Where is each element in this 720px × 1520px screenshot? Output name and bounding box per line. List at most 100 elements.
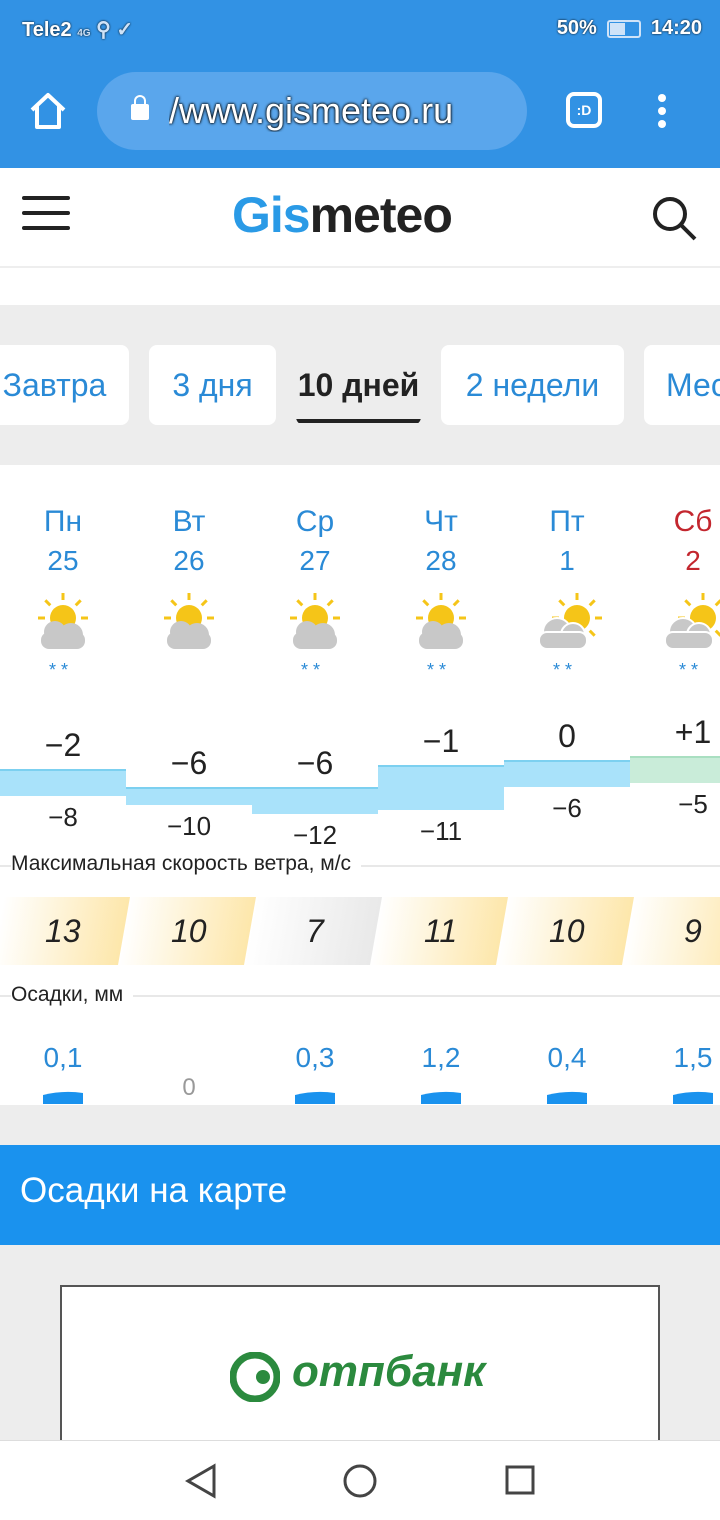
wind-value: 11 [424, 913, 458, 949]
search-icon[interactable] [650, 194, 700, 244]
wind-value: 10 [171, 913, 207, 949]
precip-wave-icon [547, 1091, 587, 1104]
wind-speed: 11 [370, 897, 512, 965]
weather-icon: * * [252, 590, 378, 690]
temp-max: −6 [170, 745, 208, 781]
network-type: 4G [77, 28, 91, 39]
day-name: Пн [43, 505, 83, 538]
otp-logo-icon [230, 1352, 280, 1402]
temperature-bar [252, 787, 378, 814]
day-date: 2 [685, 545, 701, 576]
temp-min: −10 [166, 811, 212, 841]
temp-max: −1 [422, 722, 460, 759]
logo-part: meteo [309, 187, 453, 243]
temp-max: −2 [44, 727, 82, 763]
more-menu-icon[interactable] [658, 94, 668, 133]
lock-icon [131, 95, 149, 120]
home-nav-icon[interactable] [342, 1463, 378, 1499]
day-name: Ср [295, 505, 335, 538]
day-name: Сб [673, 505, 713, 538]
menu-icon[interactable] [22, 196, 70, 241]
temp-min: −6 [552, 793, 582, 823]
temperature-bar [378, 764, 504, 810]
carrier: Tele2 4G ⚲ ✓ [22, 17, 133, 42]
svg-text:* *: * * [427, 660, 446, 680]
precip-value: 1,2 [421, 1042, 461, 1073]
precip-wave-icon [43, 1091, 83, 1104]
android-nav-bar [0, 1440, 720, 1520]
home-icon[interactable] [28, 92, 68, 130]
battery-icon [606, 19, 641, 38]
weather-icon [126, 590, 252, 690]
temp-min: −12 [292, 820, 338, 850]
battery-percent: 50% [556, 17, 597, 39]
precip-value: 1,5 [673, 1042, 713, 1073]
ad-area: отпбанк [0, 1245, 720, 1455]
tab-month[interactable]: Месяц [644, 345, 720, 425]
svg-text:* *: * * [301, 660, 320, 680]
precip-value: 0,4 [547, 1042, 587, 1073]
temp-max: −6 [296, 745, 334, 781]
weather-icon: * * [504, 590, 630, 690]
temperature-bar [504, 760, 630, 787]
precip-map-link[interactable]: Осадки на карте [0, 1145, 720, 1245]
tab-tomorrow[interactable]: Завтра [0, 345, 129, 425]
url-text[interactable]: /www.gismeteo.ru [169, 90, 454, 131]
svg-text:* *: * * [553, 660, 572, 680]
precip-wave-icon [673, 1091, 713, 1104]
tabs-button[interactable]: :D [566, 92, 602, 128]
temp-min: −11 [419, 815, 463, 846]
temperature-bar [126, 787, 252, 805]
weather-icon: * * [630, 590, 720, 690]
logo-part: Gis [232, 187, 311, 243]
logo[interactable]: Gismeteo [232, 186, 453, 244]
temp-max: 0 [558, 718, 576, 754]
carrier-name: Tele2 [22, 19, 72, 41]
temp-min: −5 [678, 788, 708, 819]
back-icon[interactable] [184, 1463, 218, 1499]
precip-value: 0,3 [295, 1042, 335, 1073]
precip-label: Осадки, мм [11, 983, 134, 1007]
recents-icon[interactable] [504, 1463, 536, 1497]
wind-speed: 7 [244, 897, 386, 965]
wind-label: Максимальная скорость ветра, м/с [11, 852, 362, 876]
day-date: 27 [299, 545, 331, 576]
wind-value: 9 [684, 913, 702, 949]
precip-value: 0,1 [43, 1042, 83, 1073]
map-banner-title: Осадки на карте [20, 1171, 288, 1210]
address-bar[interactable]: /www.gismeteo.ru [97, 72, 527, 150]
temperature-bar [630, 755, 720, 783]
wind-value: 13 [45, 913, 81, 949]
period-tabs: Завтра 3 дня 10 дней 2 недели Месяц [0, 305, 720, 465]
wind-speed: 10 [496, 897, 638, 965]
wind-speed: 13 [0, 897, 134, 965]
ad-brand: отпбанк [292, 1347, 486, 1396]
day-date: 28 [425, 545, 457, 576]
day-name: Вт [172, 505, 206, 538]
temperature-bar [0, 769, 126, 796]
search-icon: ⚲ ✓ [96, 19, 134, 41]
precip-wave-icon [421, 1091, 461, 1104]
day-date: 25 [47, 545, 79, 576]
wind-value: 10 [549, 913, 585, 949]
day-date: 26 [173, 545, 205, 576]
browser-toolbar: /www.gismeteo.ru :D [0, 56, 720, 168]
tab-3-days[interactable]: 3 дня [149, 345, 276, 425]
day-name: Чт [424, 505, 458, 538]
tab-2-weeks[interactable]: 2 недели [441, 345, 624, 425]
svg-text:* *: * * [679, 660, 698, 680]
day-name: Пт [549, 505, 585, 538]
ad-banner[interactable]: отпбанк [60, 1285, 660, 1455]
clock: 14:20 [650, 17, 702, 39]
precip-wave-icon [295, 1091, 335, 1104]
svg-text:* *: * * [49, 660, 68, 680]
wind-speed: 9 [622, 897, 720, 965]
weather-icon: * * [0, 590, 126, 690]
site-header: Gismeteo [0, 168, 720, 268]
tab-10-days[interactable]: 10 дней [296, 345, 421, 425]
weather-icon: * * [378, 590, 504, 690]
day-date: 1 [559, 545, 575, 576]
wind-value: 7 [306, 913, 324, 949]
status-bar: Tele2 4G ⚲ ✓ 50% 14:20 [0, 0, 720, 56]
precip-value: 0 [182, 1074, 196, 1101]
